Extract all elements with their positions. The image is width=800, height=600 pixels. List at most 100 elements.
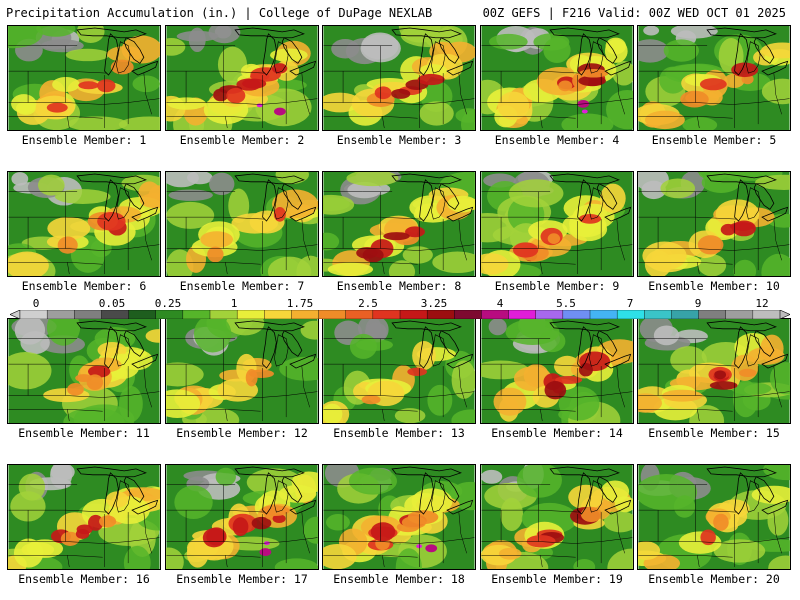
colorbar-label: 9 — [694, 297, 702, 310]
colorbar-label: 1 — [230, 297, 238, 310]
ensemble-member-caption: Ensemble Member: 18 — [333, 572, 465, 586]
ensemble-member-caption: Ensemble Member: 20 — [648, 572, 780, 586]
precip-map-member-5 — [637, 25, 791, 131]
colorbar-label: 4 — [496, 297, 504, 310]
colorbar-label: 3.25 — [420, 297, 448, 310]
colorbar-swatch — [616, 310, 645, 319]
colorbar-swatch — [698, 310, 727, 319]
ensemble-panel-5: Ensemble Member: 5 — [637, 25, 791, 157]
ensemble-member-caption: Ensemble Member: 1 — [21, 133, 147, 147]
ensemble-panel-20: Ensemble Member: 20 — [637, 464, 791, 596]
colorbar-swatch — [725, 310, 754, 319]
ensemble-panel-13: Ensemble Member: 13 — [322, 318, 476, 450]
colorbar-swatch — [128, 310, 157, 319]
colorbar-swatch — [426, 310, 455, 319]
colorbar-label: 12 — [755, 297, 769, 310]
ensemble-panel-8: Ensemble Member: 8 — [322, 171, 476, 303]
ensemble-panel-18: Ensemble Member: 18 — [322, 464, 476, 596]
ensemble-panel-6: Ensemble Member: 6 — [7, 171, 161, 303]
colorbar-swatch — [318, 310, 347, 319]
ensemble-member-caption: Ensemble Member: 13 — [333, 426, 465, 440]
ensemble-member-caption: Ensemble Member: 9 — [494, 279, 620, 293]
colorbar-swatch — [264, 310, 292, 319]
colorbar-swatch — [589, 310, 618, 319]
precip-map-member-9 — [480, 171, 634, 277]
ensemble-member-caption: Ensemble Member: 16 — [18, 572, 150, 586]
ensemble-member-caption: Ensemble Member: 14 — [491, 426, 623, 440]
ensemble-panel-7: Ensemble Member: 7 — [165, 171, 319, 303]
colorbar-label: 5.5 — [556, 297, 576, 310]
precip-map-member-1 — [7, 25, 161, 131]
precip-map-member-11 — [7, 318, 161, 424]
product-title: Precipitation Accumulation (in.) | Colle… — [6, 6, 433, 20]
precip-colorbar: 0 0.05 0.25 1 1.75 2.5 3.25 4 5.5 7 9 12 — [10, 297, 790, 319]
colorbar-label: 1.75 — [286, 297, 314, 310]
colorbar-swatch — [345, 310, 374, 319]
colorbar-swatch — [74, 310, 102, 319]
header-bar: Precipitation Accumulation (in.) | Colle… — [0, 0, 800, 22]
colorbar-swatch — [182, 310, 211, 319]
ensemble-member-caption: Ensemble Member: 12 — [176, 426, 308, 440]
ensemble-panel-19: Ensemble Member: 19 — [480, 464, 634, 596]
precip-map-member-2 — [165, 25, 319, 131]
colorbar-label: 0.05 — [98, 297, 126, 310]
colorbar-label: 7 — [626, 297, 634, 310]
colorbar-swatch — [454, 310, 482, 319]
ensemble-member-caption: Ensemble Member: 5 — [651, 133, 777, 147]
colorbar-swatch — [752, 310, 781, 319]
precip-map-member-17 — [165, 464, 319, 570]
colorbar-label: 0 — [32, 297, 40, 310]
colorbar-swatch — [291, 310, 320, 319]
ensemble-panel-4: Ensemble Member: 4 — [480, 25, 634, 157]
colorbar-swatch — [155, 310, 184, 319]
ensemble-member-caption: Ensemble Member: 17 — [176, 572, 308, 586]
ensemble-member-caption: Ensemble Member: 6 — [21, 279, 147, 293]
precip-map-member-6 — [7, 171, 161, 277]
precip-map-member-12 — [165, 318, 319, 424]
precip-map-member-4 — [480, 25, 634, 131]
ensemble-member-caption: Ensemble Member: 19 — [491, 572, 623, 586]
ensemble-member-caption: Ensemble Member: 4 — [494, 133, 620, 147]
colorbar-swatch — [644, 310, 672, 319]
ensemble-member-caption: Ensemble Member: 11 — [18, 426, 150, 440]
ensemble-panel-14: Ensemble Member: 14 — [480, 318, 634, 450]
colorbar-swatch — [209, 310, 238, 319]
colorbar-swatch — [562, 310, 591, 319]
ensemble-member-caption: Ensemble Member: 15 — [648, 426, 780, 440]
ensemble-panel-2: Ensemble Member: 2 — [165, 25, 319, 157]
ensemble-member-caption: Ensemble Member: 2 — [179, 133, 305, 147]
model-run-info: 00Z GEFS | F216 Valid: 00Z WED OCT 01 20… — [482, 6, 786, 20]
ensemble-panel-11: Ensemble Member: 11 — [7, 318, 161, 450]
precip-map-member-13 — [322, 318, 476, 424]
colorbar-swatch — [508, 310, 537, 319]
ensemble-panel-17: Ensemble Member: 17 — [165, 464, 319, 596]
ensemble-panel-12: Ensemble Member: 12 — [165, 318, 319, 450]
precip-map-member-10 — [637, 171, 791, 277]
colorbar-swatch — [671, 310, 700, 319]
ensemble-panel-16: Ensemble Member: 16 — [7, 464, 161, 596]
precip-map-member-19 — [480, 464, 634, 570]
ensemble-panel-10: Ensemble Member: 10 — [637, 171, 791, 303]
precip-map-member-15 — [637, 318, 791, 424]
ensemble-member-caption: Ensemble Member: 8 — [336, 279, 462, 293]
ensemble-member-caption: Ensemble Member: 3 — [336, 133, 462, 147]
precip-map-member-18 — [322, 464, 476, 570]
colorbar-swatch — [535, 310, 564, 319]
colorbar-swatch — [19, 310, 48, 319]
ensemble-panel-1: Ensemble Member: 1 — [7, 25, 161, 157]
precip-map-member-14 — [480, 318, 634, 424]
precip-map-member-8 — [322, 171, 476, 277]
colorbar-swatch — [372, 310, 401, 319]
ensemble-panel-15: Ensemble Member: 15 — [637, 318, 791, 450]
ensemble-panel-3: Ensemble Member: 3 — [322, 25, 476, 157]
colorbar-swatch — [399, 310, 428, 319]
precip-map-member-20 — [637, 464, 791, 570]
colorbar-swatch — [101, 310, 130, 319]
colorbar-arrow-right — [779, 310, 790, 319]
precip-map-member-7 — [165, 171, 319, 277]
colorbar-scale — [10, 310, 790, 319]
colorbar-swatch — [236, 310, 265, 319]
colorbar-swatch — [481, 310, 510, 319]
colorbar-arrow-left — [10, 310, 21, 319]
ensemble-member-caption: Ensemble Member: 7 — [179, 279, 305, 293]
